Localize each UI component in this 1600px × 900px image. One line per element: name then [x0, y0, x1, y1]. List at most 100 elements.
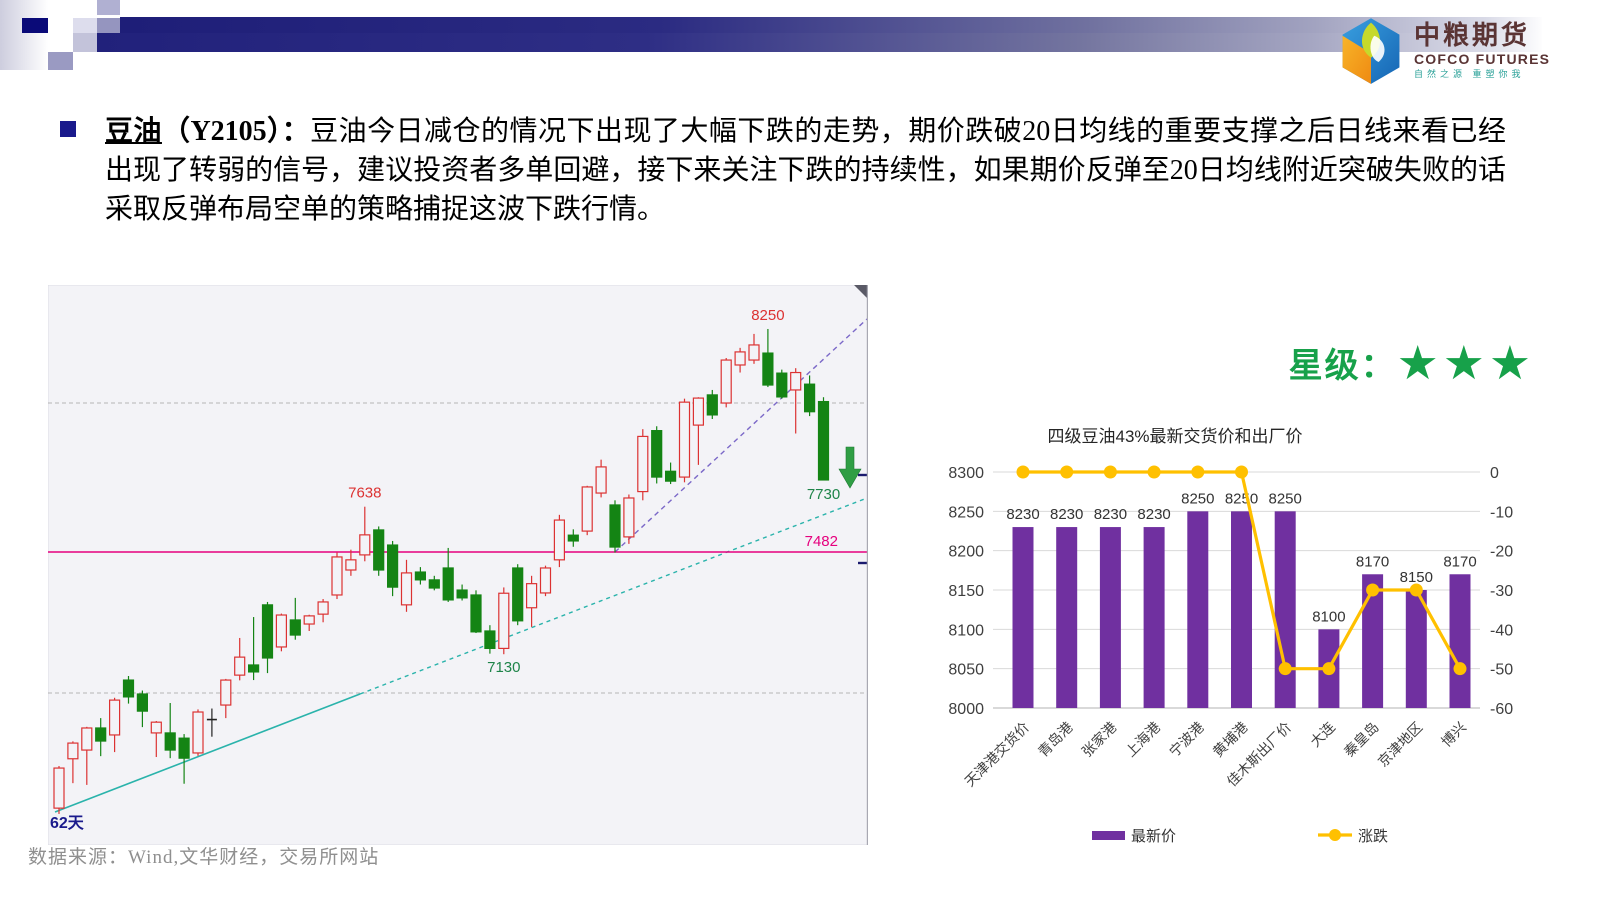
header-square	[73, 33, 97, 52]
category-label: 黄埔港	[1210, 719, 1251, 760]
trendline-teal-dashed	[359, 497, 868, 695]
candle-body	[817, 400, 830, 481]
line-marker	[1191, 465, 1205, 479]
y-right-tick-label: -60	[1490, 701, 1513, 718]
header-square	[48, 52, 73, 70]
candle-body	[261, 604, 274, 659]
candle-body	[526, 583, 538, 609]
cofco-hexagon-icon	[1342, 18, 1400, 84]
candle-body	[734, 351, 746, 366]
candle-body	[136, 693, 149, 712]
trendline-teal-solid	[54, 693, 361, 813]
instrument-code: （Y2105）：	[161, 116, 311, 147]
candle-body	[470, 594, 482, 633]
line-marker	[1147, 465, 1161, 479]
bar	[1056, 527, 1078, 708]
y-right-tick-label: -50	[1490, 662, 1513, 679]
y-right-tick-label: 0	[1490, 465, 1499, 482]
x-axis-day-count: 62天	[50, 815, 85, 832]
peak-high-label: 8250	[751, 307, 784, 324]
bar-value-label: 8170	[1356, 553, 1389, 570]
candle-body	[595, 466, 607, 494]
candle-body	[53, 767, 65, 809]
y-left-tick-label: 8150	[948, 583, 984, 600]
category-label: 青岛港	[1035, 719, 1076, 760]
bar-value-label: 8230	[1050, 506, 1083, 523]
line-marker	[1235, 465, 1248, 479]
candle-body	[803, 383, 816, 413]
bar-value-label: 8250	[1181, 490, 1214, 507]
bullet-square-icon	[60, 121, 76, 137]
y-right-tick-label: -20	[1490, 544, 1513, 561]
bar	[1231, 511, 1252, 708]
commentary-text: 豆油（Y2105）：豆油今日减仓的情况下出现了大幅下跌的走势，期价跌破20日均线…	[105, 112, 1506, 229]
candle-body	[331, 556, 343, 596]
line-marker	[1322, 662, 1336, 676]
candle-body	[539, 567, 552, 594]
candle-body	[400, 572, 413, 606]
price-combo-chart: 四级豆油43%最新交货价和出厂价 8300 8250 8200 8150 8100 8050…	[948, 427, 1513, 845]
legend-line-label: 涨跌	[1358, 828, 1388, 845]
corner-handle-icon	[854, 285, 868, 299]
candle-body	[275, 614, 287, 648]
candle-body	[692, 397, 705, 426]
category-label: 上海港	[1122, 719, 1163, 760]
combo-chart-title: 四级豆油43%最新交货价和出厂价	[1047, 427, 1302, 446]
line-marker	[1060, 465, 1074, 479]
y-left-tick-label: 8300	[948, 465, 984, 482]
down-arrow-icon	[838, 446, 862, 489]
logo-name-en: COFCO FUTURES	[1414, 50, 1551, 67]
bar-value-label: 8250	[1225, 490, 1258, 507]
category-label: 宁波港	[1166, 719, 1207, 760]
y-right-tick-label: -30	[1490, 583, 1513, 600]
candle-body	[637, 435, 649, 493]
candlestick-panel: 7482 8250 7638 7130 7730 62天	[47, 284, 869, 850]
candle-body	[748, 344, 760, 361]
candle-body	[150, 721, 162, 734]
category-label: 京津地区	[1375, 719, 1426, 770]
y-left-tick-label: 8000	[948, 701, 984, 718]
logo-name-cn: 中粮期货	[1414, 20, 1531, 51]
instrument-name: 豆油	[105, 116, 162, 147]
line-marker	[1103, 465, 1117, 479]
header-square	[73, 18, 97, 33]
candle-body	[234, 656, 246, 676]
header-gradient-strip	[0, 0, 48, 70]
candle-body	[581, 486, 593, 532]
data-source-note: 数据来源：Wind,文华财经，交易所网站	[28, 847, 380, 868]
bar	[1362, 574, 1384, 708]
y-left-tick-label: 8200	[948, 544, 984, 561]
bar-value-label: 8100	[1312, 608, 1345, 625]
bar-value-label: 8230	[1094, 506, 1127, 523]
line-marker	[1366, 583, 1380, 597]
candle-body	[498, 592, 510, 650]
bar-value-label: 8230	[1137, 506, 1170, 523]
candle-body	[442, 567, 454, 601]
candle-body	[512, 567, 524, 622]
bar-value-label: 8150	[1400, 569, 1433, 586]
candle-body	[484, 630, 496, 650]
candle-body	[720, 359, 732, 404]
header-square	[97, 0, 120, 15]
chart-background	[47, 284, 869, 846]
candle-body	[220, 679, 232, 706]
cofco-logo: 中粮期货 COFCO FUTURES 自然之源 重塑你我	[1338, 16, 1550, 86]
bar	[1143, 527, 1165, 708]
candle-body	[428, 579, 440, 589]
candle-body	[289, 619, 301, 636]
candle-body	[67, 742, 79, 760]
star-rating: 星级：★★★	[1180, 338, 1535, 387]
candle-body	[567, 534, 579, 542]
bar	[1187, 511, 1209, 708]
candle-body	[706, 394, 718, 416]
candle-body	[303, 615, 315, 625]
candle-body	[248, 664, 260, 673]
bar	[1274, 511, 1296, 708]
candle-body	[108, 699, 121, 736]
bar-value-label: 8230	[1006, 506, 1039, 523]
candle-body	[623, 497, 635, 538]
candle-body	[456, 589, 468, 599]
category-label: 大连	[1307, 719, 1338, 750]
candle-body	[414, 571, 426, 581]
candle-body	[678, 401, 691, 478]
